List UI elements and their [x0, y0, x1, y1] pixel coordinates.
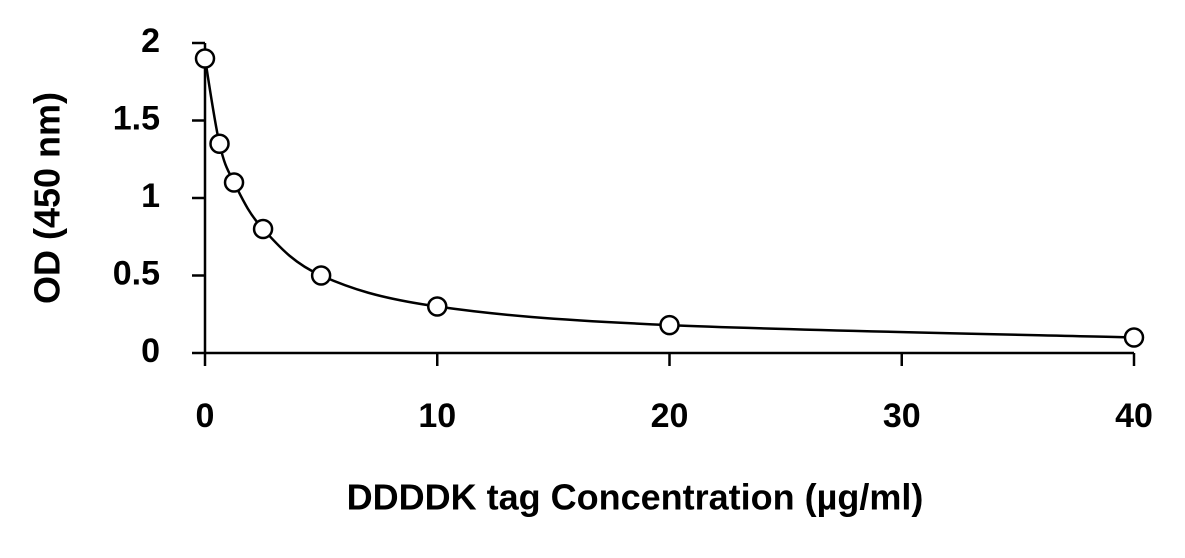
marker — [252, 218, 274, 240]
y-tick-label: 2 — [141, 22, 160, 60]
x-tick-label: 0 — [196, 397, 215, 435]
x-tick-label: 30 — [883, 397, 921, 435]
x-axis-title: DDDDK tag Concentration (µg/ml) — [347, 477, 924, 518]
y-tick-label: 1.5 — [113, 99, 160, 137]
marker — [194, 48, 216, 69]
y-axis-title: OD (450 nm) — [27, 92, 68, 304]
marker — [209, 133, 230, 154]
y-tick-label: 0 — [141, 332, 160, 370]
marker — [223, 172, 245, 193]
x-tick-label: 10 — [418, 397, 456, 435]
marker — [427, 296, 448, 317]
y-tick-label: 0.5 — [113, 254, 160, 292]
x-tick-label: 20 — [651, 397, 689, 435]
curve — [203, 58, 1135, 339]
x-tick-label: 40 — [1115, 397, 1153, 435]
marker — [1123, 327, 1145, 348]
marker — [659, 314, 680, 336]
y-tick-label: 1 — [141, 177, 160, 215]
marker — [310, 265, 332, 286]
